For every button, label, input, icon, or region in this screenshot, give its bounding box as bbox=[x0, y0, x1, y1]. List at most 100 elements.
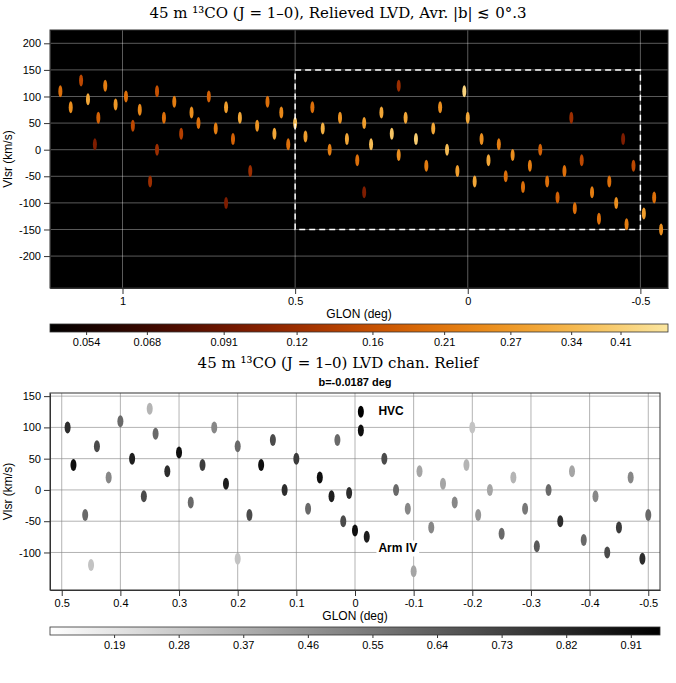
colorbar-tick-label: 0.27 bbox=[500, 336, 521, 348]
tick-mark bbox=[355, 590, 356, 596]
clump bbox=[364, 531, 370, 543]
clump bbox=[424, 160, 428, 172]
tick-mark bbox=[44, 256, 50, 257]
tick-label: 0.1 bbox=[289, 597, 304, 609]
x-axis: 0.50.40.30.20.10-0.1-0.2-0.3-0.4-0.5 bbox=[51, 590, 661, 609]
clump bbox=[486, 154, 490, 166]
subtitle: b=-0.0187 deg bbox=[318, 376, 391, 388]
clump bbox=[124, 90, 128, 102]
colorbar-tick bbox=[444, 332, 445, 335]
tick-label: -150 bbox=[19, 224, 41, 236]
clump bbox=[345, 133, 349, 145]
plot-background bbox=[50, 393, 660, 590]
plot-background bbox=[50, 30, 668, 288]
clump bbox=[258, 459, 264, 471]
y-axis-title: Vlsr (km/s) bbox=[1, 463, 15, 520]
colorbar-tick bbox=[571, 332, 572, 335]
tick-label: 100 bbox=[23, 421, 41, 433]
clump bbox=[511, 149, 515, 161]
clump bbox=[428, 521, 434, 533]
clump bbox=[546, 484, 552, 496]
y-axis: 200150100500-50-100-150-200 bbox=[19, 31, 51, 289]
tick: -100 bbox=[19, 546, 50, 558]
annotation: Arm IV bbox=[376, 540, 419, 556]
clump bbox=[235, 553, 241, 565]
tick: -150 bbox=[19, 224, 50, 236]
grid-line bbox=[50, 96, 668, 97]
grid-line bbox=[50, 427, 660, 428]
colorbar-ramp bbox=[50, 627, 660, 635]
clump bbox=[58, 85, 62, 97]
clump bbox=[172, 96, 176, 108]
clump bbox=[607, 176, 611, 188]
grid-line bbox=[530, 393, 531, 590]
grid-line bbox=[50, 176, 668, 177]
clump bbox=[404, 112, 408, 124]
tick-label: -0.1 bbox=[405, 597, 424, 609]
x-axis-title: GLON (deg) bbox=[322, 609, 387, 623]
y-axis-title: Vlsr (km/s) bbox=[1, 130, 15, 187]
tick-mark bbox=[468, 288, 469, 294]
tick-mark bbox=[44, 490, 50, 491]
axis-line bbox=[51, 288, 669, 289]
clump bbox=[466, 112, 470, 124]
grid-line bbox=[50, 489, 660, 490]
colorbar-tick-label: 0.19 bbox=[104, 639, 125, 651]
clump bbox=[103, 80, 107, 92]
clump bbox=[96, 112, 100, 124]
clump bbox=[652, 192, 656, 204]
clump bbox=[200, 459, 206, 471]
clump bbox=[255, 120, 259, 132]
annotation: HVC bbox=[376, 403, 406, 419]
clump bbox=[223, 478, 229, 490]
colorbar-tick bbox=[502, 635, 503, 638]
annotation-label: HVC bbox=[378, 404, 404, 418]
clump bbox=[138, 104, 142, 116]
marks bbox=[65, 403, 652, 578]
colorbar-tick-label: 0.28 bbox=[168, 639, 189, 651]
clump bbox=[397, 149, 401, 161]
clump bbox=[79, 75, 83, 87]
tick: -0.3 bbox=[522, 590, 541, 609]
title: 45 m ¹³CO (J = 1–0), Relieved LVD, Avr. … bbox=[149, 4, 526, 22]
tick-mark bbox=[62, 590, 63, 596]
clump bbox=[487, 484, 493, 496]
clump bbox=[414, 133, 418, 145]
clump bbox=[417, 465, 423, 477]
clump bbox=[628, 471, 634, 483]
tick-label: 0 bbox=[352, 597, 358, 609]
colorbar-tick bbox=[631, 635, 632, 638]
tick-mark bbox=[120, 590, 121, 596]
colorbar-tick bbox=[510, 332, 511, 335]
panel: 45 m ¹³CO (J = 1–0), Relieved LVD, Avr. … bbox=[1, 4, 669, 348]
clump bbox=[65, 421, 71, 433]
clump bbox=[497, 138, 501, 150]
clump bbox=[645, 509, 651, 521]
tick-mark bbox=[295, 288, 296, 294]
tick-mark bbox=[179, 590, 180, 596]
tick-mark bbox=[44, 459, 50, 460]
clump bbox=[358, 406, 364, 418]
tick-mark bbox=[414, 590, 415, 596]
tick-label: 0.3 bbox=[172, 597, 187, 609]
clump bbox=[411, 565, 417, 577]
tick-mark bbox=[44, 552, 50, 553]
clump bbox=[214, 122, 218, 134]
tick: 100 bbox=[23, 421, 50, 433]
tick: 0.1 bbox=[289, 590, 304, 609]
clump bbox=[352, 525, 358, 537]
x-axis-title: GLON (deg) bbox=[326, 307, 391, 321]
tick-mark bbox=[472, 590, 473, 596]
clump bbox=[188, 496, 194, 508]
colorbar-tick-label: 0.73 bbox=[491, 639, 512, 651]
grid-line bbox=[50, 458, 660, 459]
clump bbox=[393, 484, 399, 496]
clump bbox=[569, 465, 575, 477]
clump bbox=[475, 509, 481, 521]
clump bbox=[480, 133, 484, 145]
tick-label: 150 bbox=[23, 64, 41, 76]
clump bbox=[303, 130, 307, 142]
tick: 0.5 bbox=[288, 288, 303, 307]
clump bbox=[528, 160, 532, 172]
clump bbox=[379, 106, 383, 118]
